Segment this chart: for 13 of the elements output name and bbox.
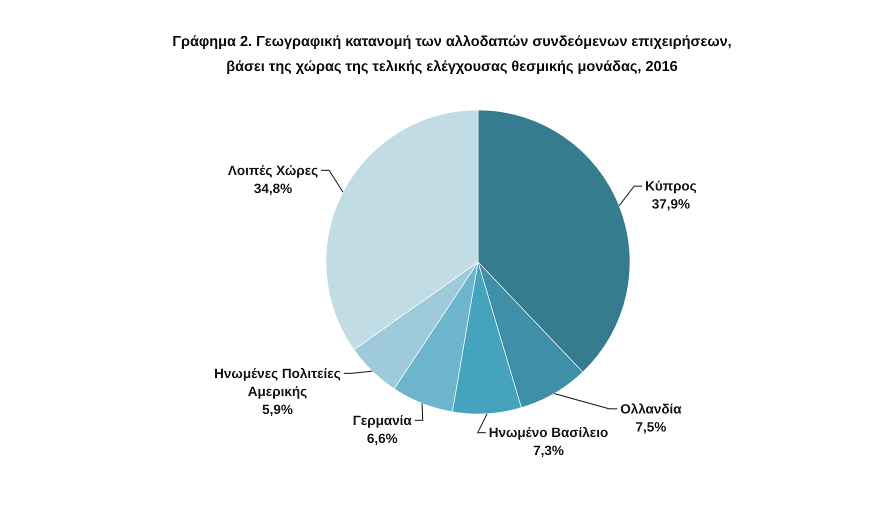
chart-title: Γράφημα 2. Γεωγραφική κατανομή των αλλοδαπών συνδεόμενων επιχειρήσεων, βάσει της χώρας της τελικής ελέγχουσας θεσμικής μονάδας, 2016 [172, 34, 732, 75]
slice-label: Ολλανδία [620, 401, 682, 416]
data-label: 34,8% [254, 180, 292, 196]
data-label: 5,9% [262, 402, 293, 417]
slice-label: Κύπρος [645, 178, 697, 194]
slice-label: Λοιπές Χώρες [228, 162, 318, 178]
slice-label: Γερμανία [352, 412, 412, 428]
data-label: 37,9% [652, 196, 690, 212]
slice-label: Ηνωμένες Πολιτείες Αμερικής [214, 366, 341, 399]
data-label: 6,6% [366, 430, 398, 446]
data-label: 7,5% [636, 419, 666, 434]
slice-label: Ηνωμένο Βασίλειο [488, 425, 608, 440]
data-label: 7,3% [533, 443, 564, 458]
